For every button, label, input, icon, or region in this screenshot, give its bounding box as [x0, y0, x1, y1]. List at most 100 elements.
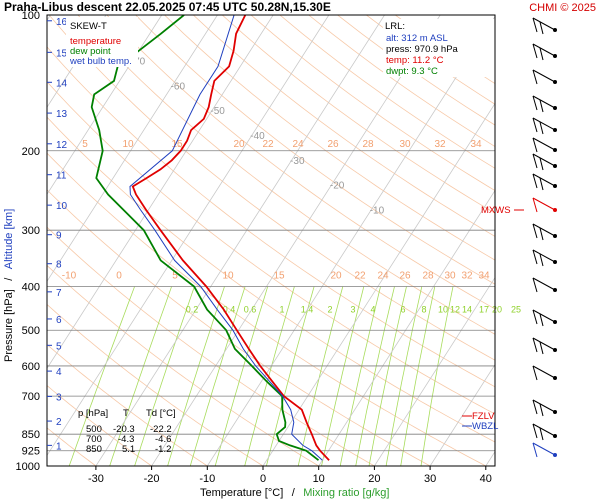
wind-barb — [532, 69, 557, 85]
barb-feather — [532, 43, 538, 59]
barb-station — [553, 376, 557, 380]
altitude-tick-1: 1 — [56, 441, 62, 452]
barb-staff — [532, 117, 556, 131]
wind-barb — [532, 17, 557, 35]
credit-label: CHMI © 2025 — [529, 2, 596, 14]
barb-staff — [532, 173, 556, 187]
barb-station — [553, 184, 557, 188]
wind-barb — [532, 43, 557, 61]
temp-tick--20: -20 — [144, 473, 160, 485]
mixing-ratio-label: 1 — [279, 305, 284, 315]
barb-feather — [532, 17, 538, 33]
dry-adiabat — [221, 15, 495, 214]
wind-barb — [532, 442, 557, 458]
isotherm — [429, 363, 495, 466]
table-row-700-td: -4.6 — [155, 434, 171, 445]
mixing-ratio-label: 2 — [327, 305, 332, 315]
barb-feather — [532, 95, 538, 111]
adiabat-label: 5 — [82, 139, 88, 150]
temp-tick--30: -30 — [88, 473, 104, 485]
barb-feather — [539, 427, 544, 441]
pressure-tick-925: 925 — [22, 446, 40, 458]
barb-feather — [539, 227, 544, 241]
barb-station — [553, 128, 557, 132]
isotherm — [262, 102, 495, 466]
wind-barbs — [532, 17, 557, 458]
wind-barb — [532, 277, 557, 293]
barb-station — [553, 80, 557, 84]
adiabat-label: 26 — [327, 139, 339, 150]
isotherm-row-label: 28 — [422, 271, 434, 282]
dry-adiabat — [106, 15, 495, 310]
isotherm-row-label: 15 — [273, 271, 285, 282]
mixing-ratio-label: 25 — [511, 305, 521, 315]
barb-feather — [532, 277, 538, 293]
wind-barb — [532, 399, 557, 417]
pressure-tick-600: 600 — [22, 361, 40, 373]
wind-barb — [532, 337, 557, 355]
isotherm-row-label: 24 — [377, 271, 389, 282]
legend-wet-bulb: wet bulb temp. — [69, 56, 132, 67]
altitude-tick-4: 4 — [56, 367, 62, 378]
temp-tick-30: 30 — [424, 473, 436, 485]
barb-feather — [539, 403, 544, 417]
altitude-tick-16: 16 — [56, 17, 68, 28]
mixing-ratio-label: 3 — [350, 305, 355, 315]
temperature-ticks: -30 -20 -10 0 10 20 30 40 — [88, 466, 492, 485]
barb-feather — [532, 153, 538, 169]
altitude-tick-8: 8 — [56, 260, 62, 271]
adiabat-label: 15 — [171, 139, 183, 150]
table-row-700-p: 700 — [86, 434, 102, 445]
barb-feather — [532, 173, 538, 189]
altitude-tick-9: 9 — [56, 231, 62, 242]
pressure-ticks: 100 200 300 400 500 600 700 850 925 1000 — [16, 10, 40, 473]
barb-station — [553, 54, 557, 58]
temperature-line — [131, 15, 330, 461]
upper-isotherm-label: -60 — [171, 81, 186, 92]
barb-feather — [532, 223, 538, 239]
barb-staff — [532, 197, 556, 211]
barb-feather — [539, 157, 544, 171]
barb-feather — [532, 399, 538, 415]
barb-feather — [532, 137, 538, 153]
pressure-tick-200: 200 — [22, 146, 40, 158]
isotherm-row-label: 5 — [172, 271, 178, 282]
barb-feather — [532, 337, 538, 353]
table-row-500-t: -20.3 — [113, 424, 135, 435]
upper-isotherm-label: -30 — [290, 156, 305, 167]
barb-staff — [532, 69, 556, 83]
info-temperature: temp: 11.2 °C — [386, 55, 444, 66]
pressure-tick-500: 500 — [22, 325, 40, 337]
upper-isotherm-label: -10 — [370, 205, 385, 216]
isotherm — [318, 189, 495, 466]
mixing-ratio-label: 20 — [492, 305, 502, 315]
temp-tick-10: 10 — [313, 473, 325, 485]
pressure-tick-850: 850 — [22, 429, 40, 441]
barb-station — [553, 106, 557, 110]
info-dewpoint: dwpt: 9.3 °C — [386, 66, 438, 77]
barb-station — [553, 320, 557, 324]
table-row-500-td: -22.2 — [150, 424, 172, 435]
barb-station — [553, 148, 557, 152]
fzl-label: FZLV — [472, 411, 495, 422]
altitude-tick-2: 2 — [56, 417, 62, 428]
barb-staff — [532, 17, 556, 31]
isotherm — [206, 15, 495, 466]
level-markers: MXWS FZLV WBZL — [462, 205, 524, 432]
wind-barb — [532, 197, 557, 213]
info-title: LRL: — [385, 21, 405, 32]
isotherm-row-label: 0 — [116, 271, 122, 282]
pressure-tick-700: 700 — [22, 391, 40, 403]
barb-staff — [532, 423, 556, 437]
barb-staff — [532, 249, 556, 263]
barb-station — [553, 453, 557, 457]
altitude-tick-13: 13 — [56, 109, 68, 120]
mixing-ratio-label: 12 — [450, 305, 460, 315]
dry-adiabat — [47, 46, 495, 388]
legend-title: SKEW-T — [70, 21, 107, 32]
info-pressure: press: 970.9 hPa — [386, 44, 459, 55]
adiabat-label: 34 — [470, 139, 482, 150]
mixing-ratio-label: 10 — [438, 305, 448, 315]
altitude-tick-5: 5 — [56, 341, 62, 352]
